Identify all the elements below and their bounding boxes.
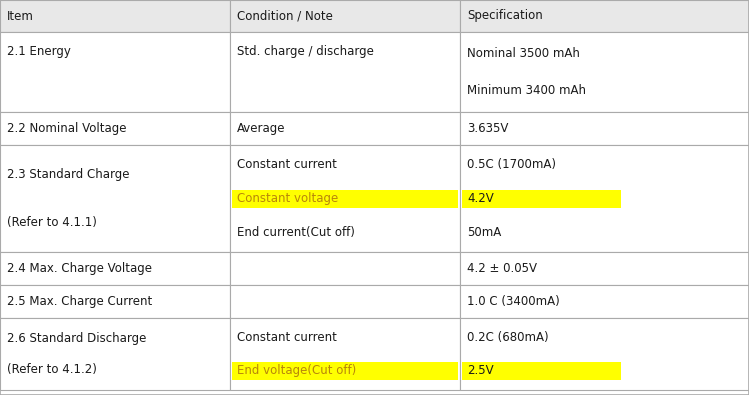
Bar	[460, 285, 749, 318]
Text: 0.5C (1700mA): 0.5C (1700mA)	[467, 158, 556, 171]
Bar	[232, 190, 458, 207]
Text: 2.3 Standard Charge: 2.3 Standard Charge	[7, 168, 130, 181]
Bar	[230, 32, 460, 112]
Text: Specification: Specification	[467, 9, 543, 23]
Text: 3.635V: 3.635V	[467, 122, 509, 135]
Text: 4.2 ± 0.05V: 4.2 ± 0.05V	[467, 262, 537, 275]
Text: 4.2V: 4.2V	[467, 192, 494, 205]
Text: Minimum 3400 mAh: Minimum 3400 mAh	[467, 84, 586, 97]
Bar	[460, 318, 749, 390]
Bar	[460, 112, 749, 145]
Text: 50mA: 50mA	[467, 226, 501, 239]
Bar	[0, 285, 230, 318]
Text: 0.2C (680mA): 0.2C (680mA)	[467, 331, 548, 344]
Text: 2.4 Max. Charge Voltage: 2.4 Max. Charge Voltage	[7, 262, 152, 275]
Text: Constant current: Constant current	[237, 158, 337, 171]
Bar	[0, 32, 230, 112]
Text: End voltage(Cut off): End voltage(Cut off)	[237, 364, 357, 377]
Bar	[0, 318, 230, 390]
Bar	[230, 112, 460, 145]
Bar	[460, 252, 749, 285]
Bar	[230, 285, 460, 318]
Text: 2.6 Standard Discharge: 2.6 Standard Discharge	[7, 332, 146, 345]
Text: Constant current: Constant current	[237, 331, 337, 344]
Text: 2.1 Energy: 2.1 Energy	[7, 45, 71, 58]
Text: Std. charge / discharge: Std. charge / discharge	[237, 45, 374, 58]
Text: 2.5V: 2.5V	[467, 364, 494, 377]
Text: End current(Cut off): End current(Cut off)	[237, 226, 355, 239]
Text: 2.5 Max. Charge Current: 2.5 Max. Charge Current	[7, 295, 152, 308]
Bar	[460, 145, 749, 252]
Text: Nominal 3500 mAh: Nominal 3500 mAh	[467, 47, 580, 60]
Bar	[0, 252, 230, 285]
Text: Constant voltage: Constant voltage	[237, 192, 339, 205]
Bar	[230, 318, 460, 390]
Text: (Refer to 4.1.2): (Refer to 4.1.2)	[7, 363, 97, 376]
Bar	[230, 252, 460, 285]
Text: 1.0 C (3400mA): 1.0 C (3400mA)	[467, 295, 560, 308]
Bar	[462, 361, 621, 380]
Bar	[0, 112, 230, 145]
Text: 2.2 Nominal Voltage: 2.2 Nominal Voltage	[7, 122, 127, 135]
Bar	[230, 145, 460, 252]
Bar	[460, 0, 749, 32]
Bar	[0, 145, 230, 252]
Bar	[462, 190, 621, 207]
Bar	[230, 0, 460, 32]
Bar	[0, 0, 230, 32]
Bar	[460, 32, 749, 112]
Bar	[232, 361, 458, 380]
Text: Average: Average	[237, 122, 285, 135]
Text: Item: Item	[7, 9, 34, 23]
Text: (Refer to 4.1.1): (Refer to 4.1.1)	[7, 216, 97, 229]
Text: Condition / Note: Condition / Note	[237, 9, 333, 23]
